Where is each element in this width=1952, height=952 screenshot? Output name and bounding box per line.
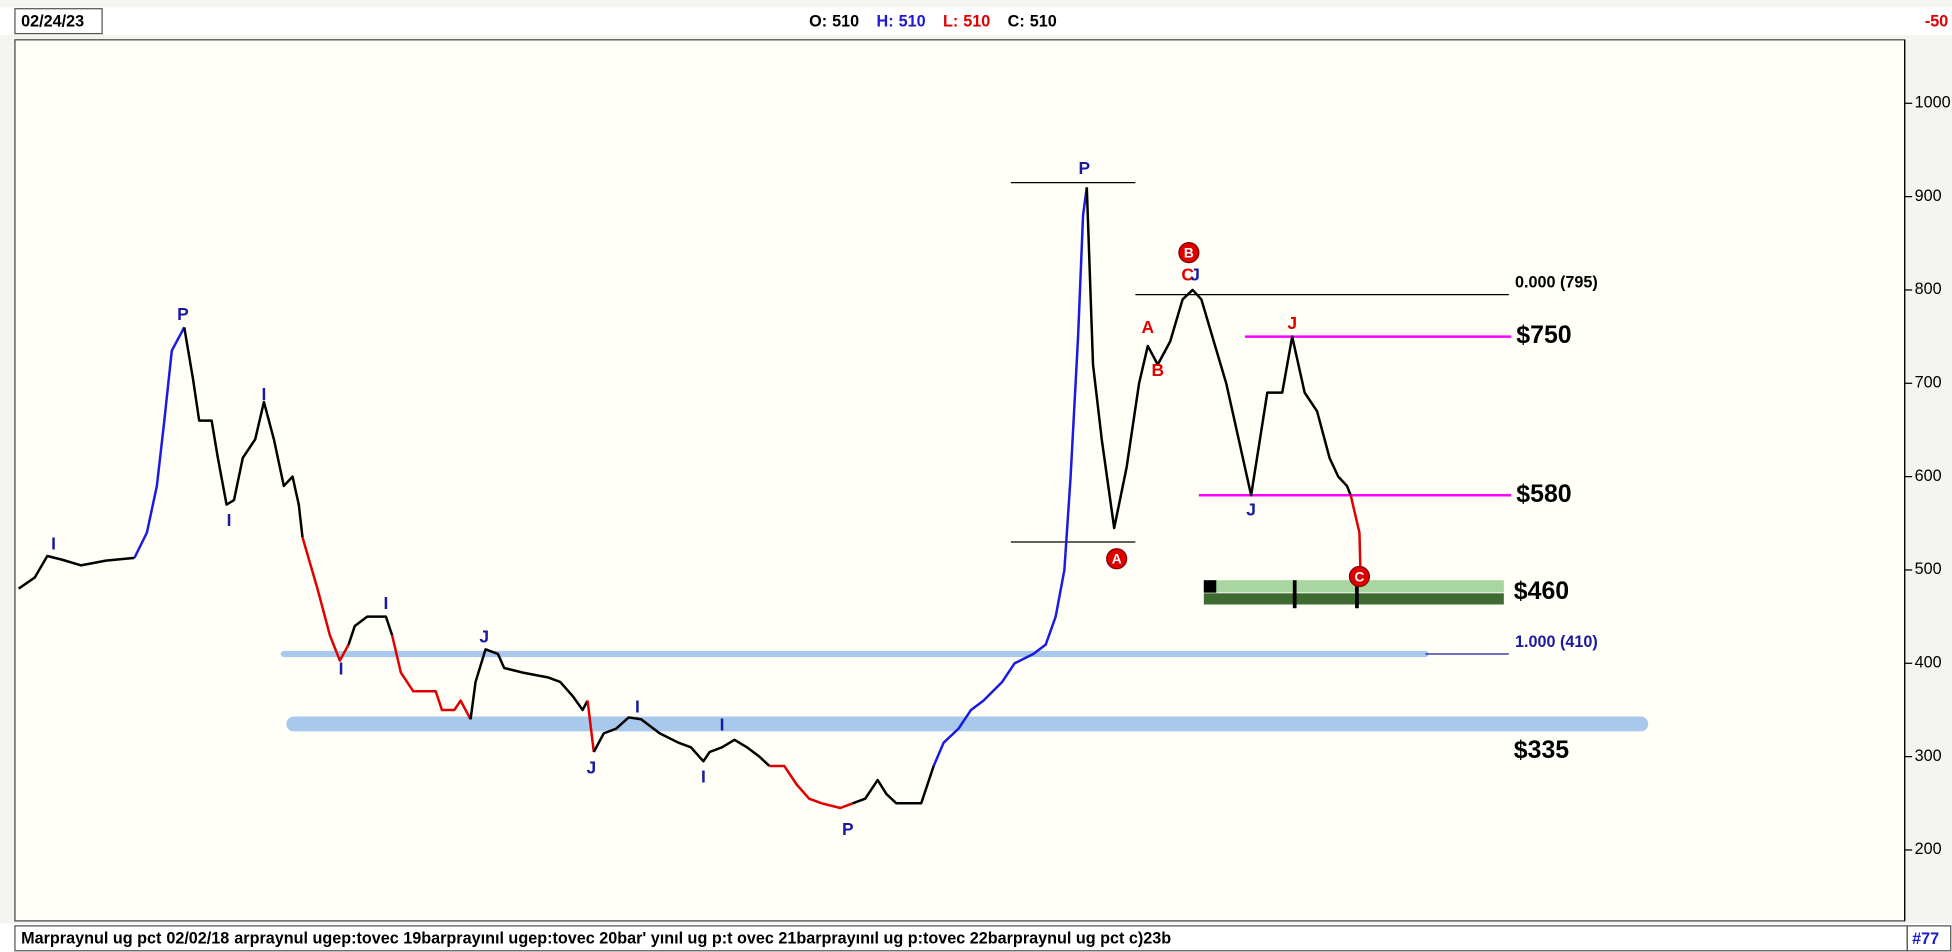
swing-annotation: I [383,593,388,613]
swing-annotation: J [586,757,596,777]
fib-label: 0.000 (795) [1515,274,1598,292]
ohlc-label: L: [943,13,958,31]
swing-annotation: I [720,714,725,734]
footer-bar [0,923,1952,952]
y-tick-label: 800 [1915,280,1942,298]
y-tick-label: 500 [1915,560,1942,578]
swing-annotation: I [339,658,344,678]
price-line [347,615,394,646]
swing-annotation: P [1078,158,1090,178]
band-label: $335 [1514,736,1570,764]
price-line [1085,187,1352,530]
swing-annotation: J [1190,265,1200,285]
ohlc-value: 510 [832,13,859,31]
footer-right-box [1906,925,1952,952]
footer-part: arpraynul ugep:tovec 19barprayınıl ugep:… [234,930,1171,948]
price-line [469,648,589,720]
zone-label: $460 [1514,577,1569,605]
date-label: 02/24/23 [21,13,84,31]
y-tick-label: 200 [1915,840,1942,858]
ohlc-label: C: [1008,13,1025,31]
price-line [1349,495,1362,580]
ohlc-label: H: [877,13,894,31]
header-bar [0,7,1952,35]
wave-letter: B [1184,245,1194,260]
footer-right: #77 [1912,930,1939,948]
level-label: $750 [1516,321,1571,349]
swing-annotation: A [1142,317,1155,337]
price-line [133,326,186,559]
y-tick-label: 400 [1915,654,1942,672]
price-line [390,635,472,720]
plot-panel [14,39,1906,922]
date-box [14,8,103,35]
swing-annotation: I [227,510,232,530]
swing-annotation: I [261,384,266,404]
wave-circle [1106,548,1128,570]
price-line [769,764,854,810]
price-line [301,537,350,662]
swing-annotation: I [51,533,56,553]
zone-part [1203,580,1504,593]
ohlc-value: 510 [963,13,990,31]
price-line [592,716,771,767]
swing-annotation: I [635,697,640,717]
zone-part [1203,593,1504,605]
swing-annotation: J [1287,313,1297,333]
ohlc-label: O: [809,13,827,31]
swing-annotation: P [842,819,854,839]
price-line [183,327,304,538]
price-line [17,554,135,590]
wave-letter: C [1354,569,1364,584]
fib-label: 1.000 (410) [1515,633,1598,651]
y-tick-label: 300 [1915,747,1942,765]
level-label: $580 [1516,480,1571,508]
ohlc-value: 510 [899,13,926,31]
swing-annotation: I [701,767,706,787]
y-tick-label: 900 [1915,187,1942,205]
footer-part: Marpraynul ug pct [21,930,162,948]
price-line [586,700,596,753]
footer-part: 02/02/18 [166,930,229,948]
footer-text: Marpraynul ug pct 02/02/18 arpraynul ugep:… [21,930,1171,948]
wave-circle [1178,242,1200,264]
price-line [932,187,1089,767]
y-tick-label: 1000 [1915,94,1951,112]
ohlc-value: 510 [1030,13,1057,31]
price-line [852,765,935,805]
wave-letter: A [1112,552,1122,567]
swing-annotation: B [1151,360,1164,380]
swing-annotation: C [1181,265,1194,285]
y-tick-label: 600 [1915,467,1942,485]
wave-circle [1348,565,1371,588]
zone-marker [1203,580,1217,593]
swing-annotation: P [177,304,189,324]
y-tick-label: 700 [1915,374,1942,392]
ohlc: O: 510 H: 510 L: 510 C: 510 [809,13,1057,31]
swing-annotation: J [479,627,489,647]
corner-label: -50 [1925,13,1948,31]
swing-annotation: J [1246,500,1256,520]
